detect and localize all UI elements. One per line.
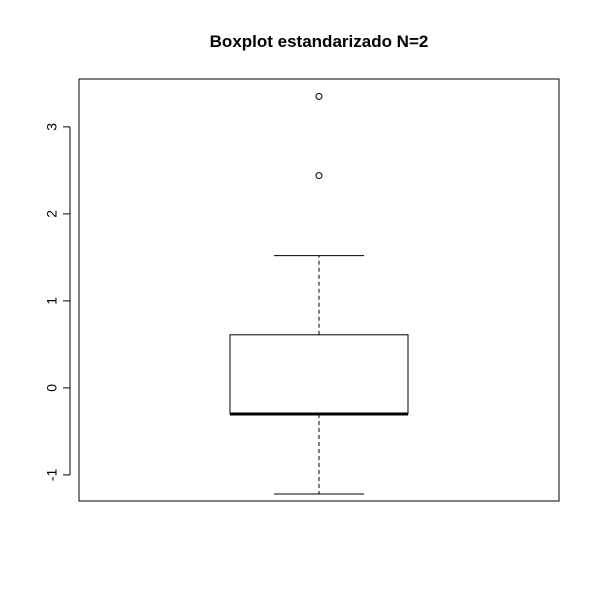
box-group bbox=[229, 92, 409, 495]
outlier-point bbox=[315, 92, 323, 100]
interquartile-box bbox=[229, 334, 409, 415]
y-axis: -1 0 1 2 3 bbox=[44, 123, 71, 481]
chart-title: Boxplot estandarizado N=2 bbox=[210, 32, 429, 51]
y-tick-label: 2 bbox=[44, 210, 60, 218]
y-tick-label: 3 bbox=[44, 123, 60, 131]
plot-frame bbox=[78, 78, 560, 502]
y-tick-label: 0 bbox=[44, 384, 60, 392]
y-tick-label: 1 bbox=[44, 297, 60, 305]
y-tick-label: -1 bbox=[44, 468, 60, 481]
outlier-point bbox=[315, 172, 323, 180]
